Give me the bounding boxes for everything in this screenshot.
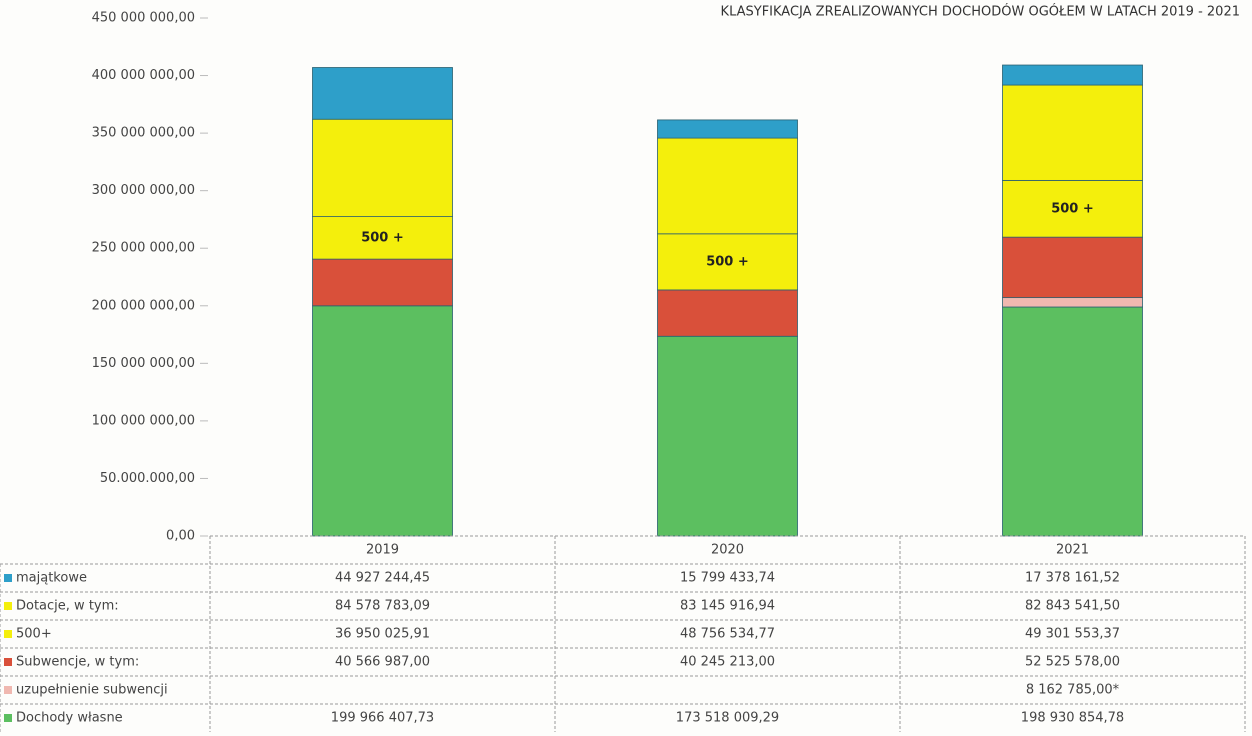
bar-segment [312,305,453,537]
table-cell: 40 245 213,00 [680,655,775,670]
table-cell: 36 950 025,91 [335,627,430,642]
legend-swatch [4,686,12,694]
y-tick-label: 100 000 000,00 [92,413,195,428]
table-cell: 49 301 553,37 [1025,627,1120,642]
table-cell: 52 525 578,00 [1025,655,1120,670]
table-cell: 17 378 161,52 [1025,571,1120,586]
legend-swatch [4,658,12,666]
chart-title: KLASYFIKACJA ZREALIZOWANYCH DOCHODÓW OGÓ… [721,4,1240,20]
x-tick-label: 2019 [366,543,399,558]
bar-segment [1002,64,1143,86]
legend-label: 500+ [16,627,52,642]
x-tick-label: 2020 [711,543,744,558]
y-tick-label: 200 000 000,00 [92,298,195,313]
legend-label: Dochody własne [16,711,123,726]
bar-segment [657,137,798,235]
bar-segment [657,335,798,537]
y-tick-label: 50.000.000,00 [100,471,195,486]
table-cell: 173 518 009,29 [676,711,779,726]
bar-segment [657,233,798,291]
bar-segment [312,118,453,217]
y-tick-label: 250 000 000,00 [92,241,195,256]
bar-segment [657,289,798,337]
x-tick-label: 2021 [1056,543,1089,558]
y-tick-label: 150 000 000,00 [92,356,195,371]
table-cell: 198 930 854,78 [1021,711,1124,726]
legend-label: Subwencje, w tym: [16,655,139,670]
y-tick-label: 0,00 [166,529,195,544]
legend-label: Dotacje, w tym: [16,599,119,614]
table-cell: 48 756 534,77 [680,627,775,642]
y-tick-label: 400 000 000,00 [92,68,195,83]
legend-label: uzupełnienie subwencji [16,683,168,698]
bar-segment [312,258,453,307]
y-tick-label: 350 000 000,00 [92,126,195,141]
table-cell: 84 578 783,09 [335,599,430,614]
table-cell: 15 799 433,74 [680,571,775,586]
annotation: 500 + [706,254,749,269]
y-tick-label: 300 000 000,00 [92,183,195,198]
table-cell: 44 927 244,45 [335,571,430,586]
table-cell: 199 966 407,73 [331,711,434,726]
annotation: 500 + [1051,201,1094,216]
bar-segment [1002,236,1143,299]
bar-segment [312,67,453,120]
table-cell: 83 145 916,94 [680,599,775,614]
table-cell: 40 566 987,00 [335,655,430,670]
legend-swatch [4,630,12,638]
bar-segment [1002,84,1143,181]
table-cell: 82 843 541,50 [1025,599,1120,614]
bar-segment [657,119,798,139]
legend-swatch [4,714,12,722]
y-tick-label: 450 000 000,00 [92,11,195,26]
annotation: 500 + [361,230,404,245]
table-cell: 8 162 785,00* [1026,683,1120,698]
bar-segment [1002,297,1143,308]
bar-segment [1002,306,1143,537]
bar-segment [1002,179,1143,238]
legend-swatch [4,602,12,610]
legend-label: majątkowe [16,571,87,586]
legend-swatch [4,574,12,582]
